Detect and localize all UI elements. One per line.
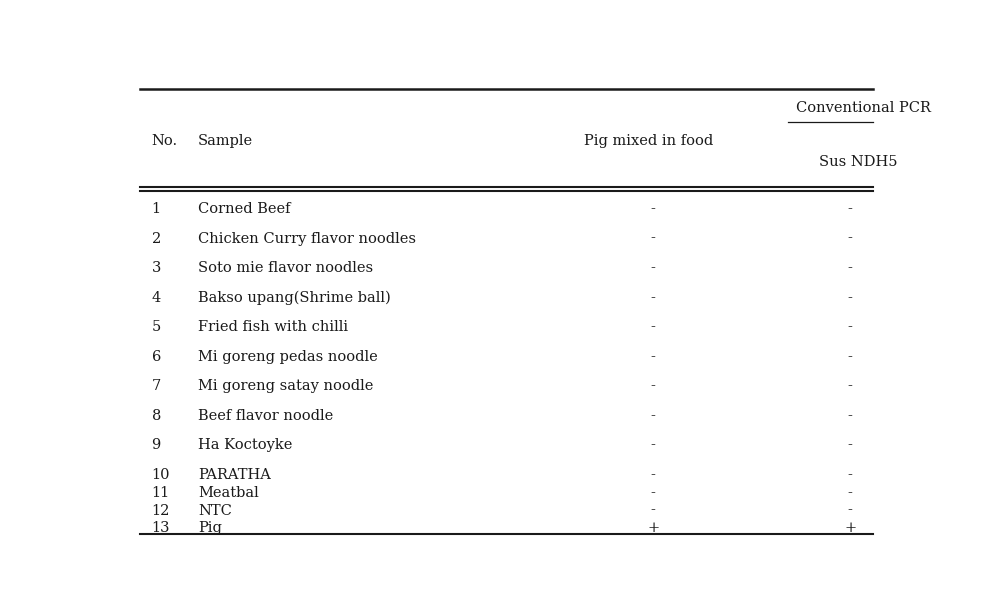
- Text: Pig: Pig: [198, 521, 222, 535]
- Text: +: +: [647, 521, 659, 535]
- Text: -: -: [848, 468, 853, 482]
- Text: -: -: [650, 290, 655, 304]
- Text: -: -: [650, 261, 655, 275]
- Text: Sus NDH5: Sus NDH5: [820, 155, 897, 169]
- Text: NTC: NTC: [198, 504, 232, 518]
- Text: 1: 1: [151, 202, 160, 216]
- Text: 13: 13: [151, 521, 170, 535]
- Text: Ha Koctoyke: Ha Koctoyke: [198, 438, 292, 452]
- Text: -: -: [650, 438, 655, 452]
- Text: Mi goreng pedas noodle: Mi goreng pedas noodle: [198, 350, 377, 364]
- Text: -: -: [650, 504, 655, 518]
- Text: -: -: [848, 504, 853, 518]
- Text: No.: No.: [151, 134, 177, 148]
- Text: -: -: [848, 486, 853, 500]
- Text: -: -: [848, 350, 853, 364]
- Text: PARATHA: PARATHA: [198, 468, 271, 482]
- Text: 8: 8: [151, 409, 161, 423]
- Text: Soto mie flavor noodles: Soto mie flavor noodles: [198, 261, 373, 275]
- Text: -: -: [650, 231, 655, 245]
- Text: -: -: [848, 261, 853, 275]
- Text: -: -: [650, 350, 655, 364]
- Text: -: -: [848, 202, 853, 216]
- Text: -: -: [848, 379, 853, 393]
- Text: Sample: Sample: [198, 134, 253, 148]
- Text: +: +: [844, 521, 857, 535]
- Text: -: -: [650, 486, 655, 500]
- Text: 12: 12: [151, 504, 170, 518]
- Text: Bakso upang(Shrime ball): Bakso upang(Shrime ball): [198, 290, 390, 305]
- Text: Chicken Curry flavor noodles: Chicken Curry flavor noodles: [198, 231, 416, 245]
- Text: -: -: [848, 320, 853, 334]
- Text: Corned Beef: Corned Beef: [198, 202, 290, 216]
- Text: 7: 7: [151, 379, 160, 393]
- Text: -: -: [650, 409, 655, 423]
- Text: Meatbal: Meatbal: [198, 486, 259, 500]
- Text: 3: 3: [151, 261, 161, 275]
- Text: 11: 11: [151, 486, 169, 500]
- Text: 9: 9: [151, 438, 160, 452]
- Text: -: -: [650, 320, 655, 334]
- Text: Pig mixed in food: Pig mixed in food: [584, 134, 713, 148]
- Text: -: -: [848, 409, 853, 423]
- Text: 5: 5: [151, 320, 160, 334]
- Text: Mi goreng satay noodle: Mi goreng satay noodle: [198, 379, 374, 393]
- Text: -: -: [650, 202, 655, 216]
- Text: 10: 10: [151, 468, 170, 482]
- Text: 4: 4: [151, 290, 160, 304]
- Text: Fried fish with chilli: Fried fish with chilli: [198, 320, 348, 334]
- Text: Conventional PCR: Conventional PCR: [796, 101, 931, 115]
- Text: -: -: [848, 290, 853, 304]
- Text: Beef flavor noodle: Beef flavor noodle: [198, 409, 333, 423]
- Text: 6: 6: [151, 350, 161, 364]
- Text: 2: 2: [151, 231, 160, 245]
- Text: -: -: [848, 438, 853, 452]
- Text: -: -: [848, 231, 853, 245]
- Text: -: -: [650, 379, 655, 393]
- Text: -: -: [650, 468, 655, 482]
